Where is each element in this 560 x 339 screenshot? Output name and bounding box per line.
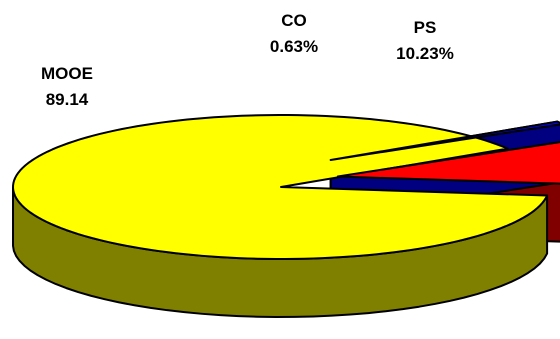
- label-co-value: 0.63%: [269, 37, 319, 56]
- label-co-name: CO: [281, 11, 307, 30]
- label-mooe: MOOE 89.14: [22, 61, 112, 113]
- slice-mooe-top: [12, 114, 549, 260]
- label-ps-value: 10.23%: [396, 44, 454, 63]
- label-ps: PS 10.23%: [375, 15, 475, 67]
- label-ps-name: PS: [413, 18, 437, 37]
- label-mooe-value: 89.14: [45, 90, 89, 109]
- slice-co-top: [329, 120, 560, 162]
- slice-ps-top: [336, 141, 560, 185]
- label-co: CO 0.63%: [258, 8, 330, 60]
- label-mooe-name: MOOE: [41, 64, 93, 83]
- pie-tops: [12, 114, 560, 260]
